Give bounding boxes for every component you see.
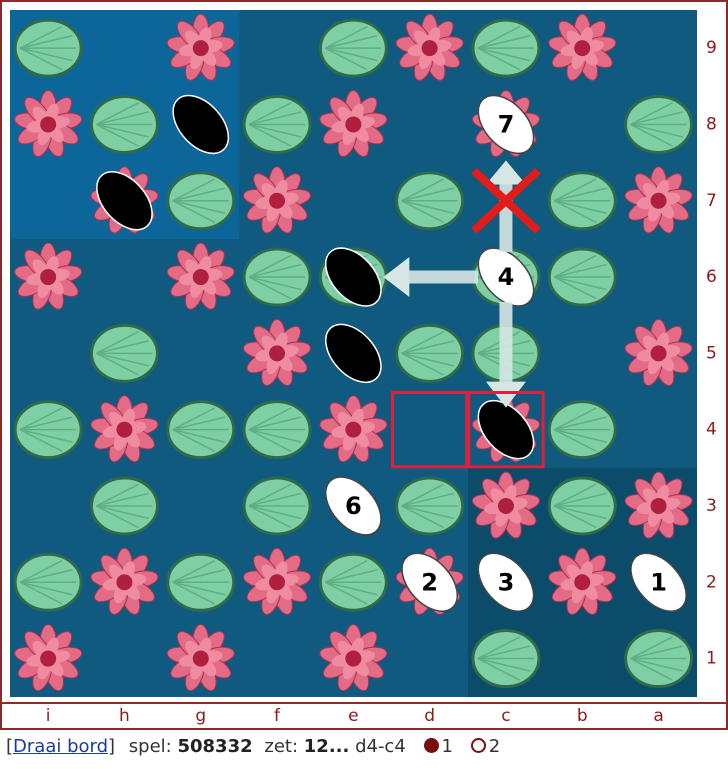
flower-center [40, 116, 56, 132]
rank-label: 9 [706, 38, 717, 58]
stone-number: 1 [650, 568, 667, 596]
lily-pad [320, 554, 386, 610]
flower-center [422, 40, 438, 56]
player1: 1 [442, 736, 453, 757]
lily-pad [626, 631, 692, 687]
player2-icon [471, 738, 486, 753]
flower-center [116, 422, 132, 438]
lily-pad [15, 554, 81, 610]
lily-pad [397, 478, 463, 534]
rank-label: 2 [706, 572, 717, 592]
lily-pad [397, 173, 463, 229]
file-label: d [424, 706, 435, 726]
lily-pad [15, 20, 81, 76]
player1-icon [424, 738, 439, 753]
game-id: 508332 [177, 736, 252, 757]
lily-pad [91, 96, 157, 152]
stone-number: 4 [498, 263, 515, 291]
lily-pad [168, 554, 234, 610]
lily-pad [397, 325, 463, 381]
lily-pad [549, 478, 615, 534]
lily-pad [15, 402, 81, 458]
flower-center [269, 574, 285, 590]
lily-pad [91, 478, 157, 534]
rotate-board-link[interactable]: Draai bord [13, 736, 108, 757]
page: 7 4 6 2 3 1 9 8 7 6 5 4 3 2 1 i h g f e d c b a [Draai bord] sp… [0, 0, 728, 769]
lily-pad [244, 402, 310, 458]
lily-pad [168, 402, 234, 458]
flower-center [498, 498, 514, 514]
lily-pad [549, 173, 615, 229]
stone-number: 2 [421, 568, 438, 596]
rank-label: 5 [706, 343, 717, 363]
file-label: h [119, 706, 130, 726]
flower-center [574, 40, 590, 56]
stone-number: 6 [345, 492, 362, 520]
flower-center [193, 269, 209, 285]
flower-center [116, 574, 132, 590]
lily-pad [91, 325, 157, 381]
stone-number: 3 [498, 568, 515, 596]
flower-center [651, 498, 667, 514]
flower-center [40, 269, 56, 285]
lily-pad [473, 631, 539, 687]
move: d4-c4 [355, 736, 406, 757]
board: 7 4 6 2 3 1 9 8 7 6 5 4 3 2 1 i h g f e d c b a [0, 0, 728, 732]
flower-center [651, 193, 667, 209]
file-label: c [501, 706, 510, 726]
rank-label: 7 [706, 191, 717, 211]
move-label: zet: [264, 736, 298, 757]
flower-center [40, 651, 56, 667]
flower-center [345, 422, 361, 438]
game-label: spel: [129, 736, 172, 757]
rank-label: 8 [706, 114, 717, 134]
footer: [Draai bord] spel: 508332 zet: 12... d4-… [6, 736, 500, 757]
flower-center [345, 116, 361, 132]
file-label: b [577, 706, 588, 726]
lily-pad [320, 20, 386, 76]
rank-label: 4 [706, 420, 717, 440]
flower-center [651, 345, 667, 361]
flower-center [269, 193, 285, 209]
rank-label: 6 [706, 267, 717, 287]
stone-number: 7 [498, 110, 515, 138]
bracket: [ [6, 736, 13, 757]
player2: 2 [489, 736, 500, 757]
move-number: 12... [304, 736, 350, 757]
lily-pad [473, 20, 539, 76]
file-label: a [653, 706, 663, 726]
flower-center [269, 345, 285, 361]
file-label: e [348, 706, 358, 726]
file-label: i [46, 706, 51, 726]
rank-label: 1 [706, 649, 717, 669]
file-label: g [195, 706, 206, 726]
flower-center [345, 651, 361, 667]
flower-center [574, 574, 590, 590]
lily-pad [626, 96, 692, 152]
lily-pad [549, 402, 615, 458]
lily-pad [244, 96, 310, 152]
rank-label: 3 [706, 496, 717, 516]
lily-pad [244, 478, 310, 534]
lily-pad [549, 249, 615, 305]
file-label: f [274, 706, 281, 726]
flower-center [193, 40, 209, 56]
lily-pad [244, 249, 310, 305]
bracket: ] [108, 736, 115, 757]
lily-pad [168, 173, 234, 229]
flower-center [193, 651, 209, 667]
